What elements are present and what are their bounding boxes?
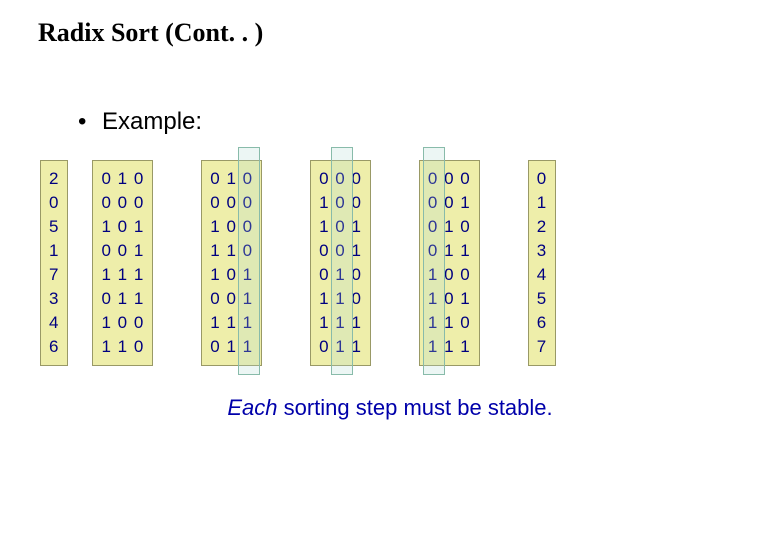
cell: 1 1 0 xyxy=(428,311,471,335)
cell: 0 1 1 xyxy=(101,287,144,311)
cell: 1 1 1 xyxy=(319,311,362,335)
cell: 0 1 1 xyxy=(210,335,253,359)
bullet-text: Example: xyxy=(102,108,202,135)
column-2: 0 1 00 0 01 0 01 1 01 0 10 0 11 1 10 1 1 xyxy=(201,160,262,366)
footer-rest: sorting step must be stable. xyxy=(284,395,553,420)
cell: 0 0 0 xyxy=(210,191,253,215)
cell: 1 1 1 xyxy=(101,263,144,287)
cell: 1 1 0 xyxy=(210,239,253,263)
cell: 0 0 0 xyxy=(428,167,471,191)
cell: 0 1 0 xyxy=(428,215,471,239)
cell: 6 xyxy=(49,335,59,359)
column-1: 0 1 00 0 01 0 10 0 11 1 10 1 11 0 01 1 0 xyxy=(92,160,153,366)
cell: 1 0 0 xyxy=(101,311,144,335)
cell: 1 0 1 xyxy=(210,263,253,287)
cell: 3 xyxy=(537,239,547,263)
cell: 0 1 0 xyxy=(319,263,362,287)
cell: 1 xyxy=(49,239,59,263)
footer-italic: Each xyxy=(227,395,283,420)
cell: 0 0 0 xyxy=(101,191,144,215)
column-0: 20517346 xyxy=(40,160,68,366)
cell: 2 xyxy=(49,167,59,191)
cell: 1 1 1 xyxy=(210,311,253,335)
cell: 1 xyxy=(537,191,547,215)
cell: 0 xyxy=(49,191,59,215)
bullet-dot: • xyxy=(78,108,102,136)
page-title: Radix Sort (Cont. . ) xyxy=(38,18,263,48)
cell: 1 0 1 xyxy=(428,287,471,311)
cell: 0 0 1 xyxy=(319,239,362,263)
cell: 6 xyxy=(537,311,547,335)
cell: 5 xyxy=(537,287,547,311)
cell: 4 xyxy=(49,311,59,335)
cell: 0 1 1 xyxy=(319,335,362,359)
cell: 0 0 0 xyxy=(319,167,362,191)
cell: 1 1 0 xyxy=(101,335,144,359)
cell: 0 xyxy=(537,167,547,191)
cell: 0 0 1 xyxy=(101,239,144,263)
cell: 0 0 1 xyxy=(428,191,471,215)
cell: 7 xyxy=(537,335,547,359)
column-5: 01234567 xyxy=(528,160,556,366)
example-bullet: •Example: xyxy=(78,108,202,136)
cell: 1 1 1 xyxy=(428,335,471,359)
cell: 5 xyxy=(49,215,59,239)
cell: 1 0 0 xyxy=(210,215,253,239)
cell: 0 1 1 xyxy=(428,239,471,263)
cell: 1 0 0 xyxy=(428,263,471,287)
cell: 1 1 0 xyxy=(319,287,362,311)
footer-note: Each sorting step must be stable. xyxy=(0,395,780,421)
column-4: 0 0 00 0 10 1 00 1 11 0 01 0 11 1 01 1 1 xyxy=(419,160,480,366)
cell: 4 xyxy=(537,263,547,287)
cell: 7 xyxy=(49,263,59,287)
column-3: 0 0 01 0 01 0 10 0 10 1 01 1 01 1 10 1 1 xyxy=(310,160,371,366)
cell: 1 0 0 xyxy=(319,191,362,215)
cell: 0 1 0 xyxy=(101,167,144,191)
cell: 3 xyxy=(49,287,59,311)
cell: 0 1 0 xyxy=(210,167,253,191)
cell: 1 0 1 xyxy=(101,215,144,239)
cell: 0 0 1 xyxy=(210,287,253,311)
cell: 1 0 1 xyxy=(319,215,362,239)
radix-columns: 205173460 1 00 0 01 0 10 0 11 1 10 1 11 … xyxy=(40,160,556,366)
cell: 2 xyxy=(537,215,547,239)
